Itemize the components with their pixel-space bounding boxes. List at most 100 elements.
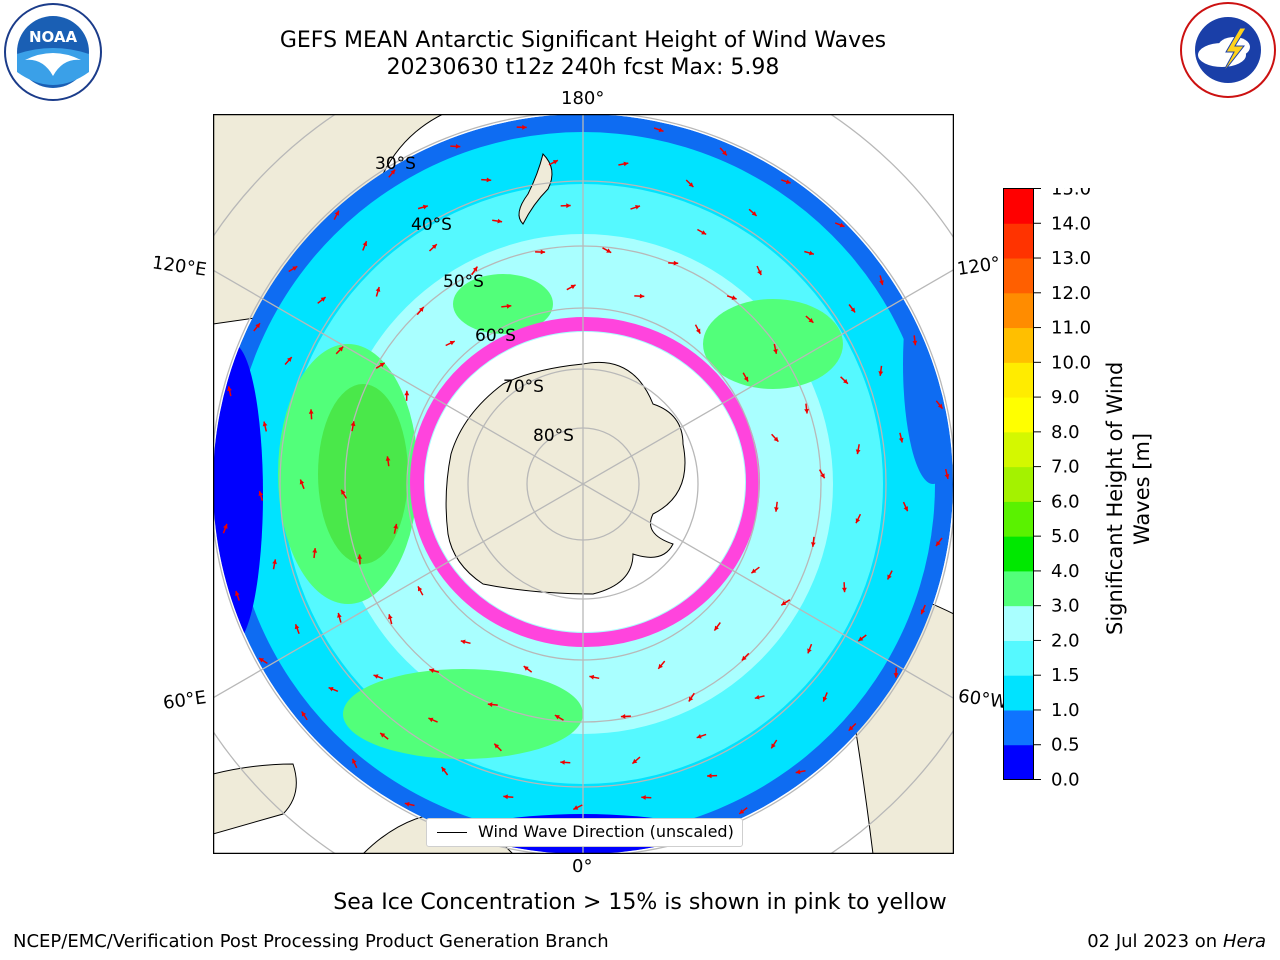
wind-arrow-head [328, 687, 334, 692]
wind-arrow-head [820, 473, 825, 479]
wind-arrow-head [858, 636, 864, 642]
wind-arrow-head [912, 340, 918, 346]
wind-arrow-head [855, 449, 861, 455]
wind-arrow-head [751, 211, 757, 216]
wind-arrow-head [639, 293, 645, 299]
wind-arrow-head [623, 161, 629, 167]
wind-arrow-head [606, 248, 612, 253]
wind-arrow-head [773, 349, 778, 354]
colorbar-swatch [1003, 431, 1034, 468]
wind-arrow-head [385, 456, 391, 461]
wind-arrow-head [771, 743, 776, 749]
wind-arrow-head [781, 600, 787, 606]
wind-arrow-head [811, 542, 816, 547]
colorbar-tick-label: 6.0 [1051, 491, 1080, 512]
wind-arrow-head [757, 270, 762, 276]
noaa-logo: NOAA [4, 3, 102, 101]
nws-logo [1180, 2, 1276, 98]
wind-arrow-head [486, 177, 492, 183]
wind-arrow-head [809, 250, 814, 256]
wind-arrow-head [754, 694, 760, 700]
colorbar-swatch [1003, 501, 1034, 537]
wind-arrow-head [879, 280, 884, 286]
wind-arrow-head [449, 340, 455, 346]
map-legend: Wind Wave Direction (unscaled) [426, 818, 743, 847]
wind-arrow-head [937, 403, 943, 409]
wind-arrow-head [258, 491, 264, 496]
wind-arrow-head [785, 179, 791, 184]
wind-arrow-head [429, 668, 435, 673]
wind-arrow-head [338, 346, 344, 352]
wind-arrow-head [641, 795, 646, 800]
wind-arrow-head [357, 554, 363, 559]
wind-arrow-head [696, 734, 702, 739]
wind-arrow-head [722, 150, 727, 156]
colorbar-title-line1: Significant Height of Wind [1103, 362, 1127, 635]
wind-arrow-head [701, 230, 707, 235]
colorbar-swatch [1003, 675, 1034, 711]
wind-arrow-head [460, 639, 466, 645]
wind-arrow-head [804, 408, 809, 414]
lat-label-40s: 40°S [411, 215, 452, 235]
wind-arrow-head [259, 658, 264, 663]
wind-arrow-head [822, 696, 828, 702]
wind-wave-arrows [222, 124, 950, 847]
colorbar-swatch [1003, 709, 1034, 746]
colorbar-tick-label: 1.0 [1051, 700, 1080, 721]
colorbar-swatch [1003, 258, 1034, 294]
wind-arrow-head [936, 541, 941, 547]
wind-arrow-head [390, 169, 396, 175]
lat-label-70s: 70°S [503, 377, 544, 397]
wind-arrow-head [566, 203, 571, 209]
wind-arrow-head [540, 249, 546, 255]
wind-arrow-head [554, 715, 560, 720]
wind-arrow-head [350, 421, 356, 427]
lon-label-0: 0° [572, 856, 593, 877]
footer-host: Hera [1222, 931, 1266, 952]
colorbar-swatch [1003, 327, 1034, 363]
polar-map: 30°S 40°S 50°S 60°S 70°S 80°S [213, 114, 954, 854]
chart-title: GEFS MEAN Antarctic Significant Height o… [279, 28, 887, 53]
wind-arrow-head [494, 743, 500, 749]
wind-arrow-head [419, 307, 424, 312]
wind-arrow-head [658, 663, 663, 669]
wind-arrow-head [714, 625, 719, 631]
wind-arrow-head [893, 673, 899, 678]
wind-arrow-head [707, 773, 712, 779]
wind-arrow-head [441, 767, 447, 772]
wind-arrow-head [741, 655, 747, 661]
wind-arrow-head [573, 805, 579, 810]
wind-arrow-head [523, 666, 529, 671]
wind-arrow-head [223, 523, 228, 529]
wind-arrow-head [773, 436, 779, 442]
noaa-logo-text: NOAA [29, 28, 78, 46]
footer-date: 02 Jul 2023 on Hera [1087, 931, 1266, 952]
wind-arrow-head [673, 260, 679, 266]
colorbar-tick-label: 13.0 [1051, 248, 1091, 269]
colorbar-tick-label: 8.0 [1051, 422, 1080, 443]
wind-arrow-head [731, 295, 737, 300]
wind-arrow-head [503, 794, 508, 800]
wind-arrow-head [620, 714, 626, 719]
colorbar-tick-label: 11.0 [1051, 318, 1091, 339]
wind-arrow-head [560, 760, 565, 765]
colorbar-tick-label: 15.0 [1051, 188, 1091, 200]
footer-branch: NCEP/EMC/Verification Post Processing Pr… [13, 931, 609, 952]
legend-label: Wind Wave Direction (unscaled) [478, 822, 734, 841]
colorbar-swatch [1003, 605, 1034, 641]
antarctica-land [445, 361, 686, 595]
lat-label-50s: 50°S [443, 272, 484, 292]
lon-label-120w: 120° [955, 253, 1002, 280]
wind-arrow-head [487, 702, 493, 707]
colorbar-swatch [1003, 466, 1034, 502]
wind-arrow-head [272, 559, 277, 565]
colorbar-swatch [1003, 570, 1034, 607]
wind-arrow-head [227, 386, 232, 392]
wind-arrow-head [807, 648, 812, 654]
wind-arrow-head [552, 160, 558, 165]
colorbar-tick-label: 10.0 [1051, 352, 1091, 373]
wind-arrow-head [431, 244, 437, 249]
wind-arrow-head [522, 124, 527, 130]
wind-arrow-head [393, 523, 398, 529]
colorbar-tick-label: 4.0 [1051, 561, 1080, 582]
